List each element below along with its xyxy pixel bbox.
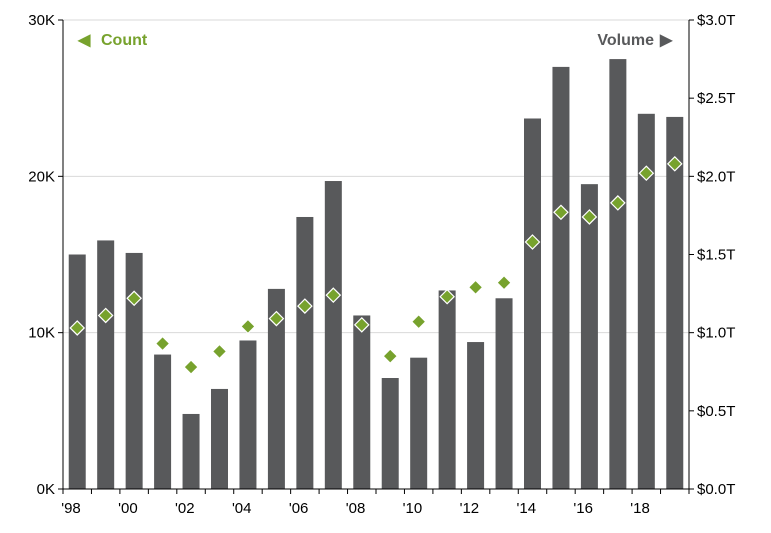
volume-bar <box>68 254 86 489</box>
volume-bar <box>182 413 200 489</box>
x-tick-label: '08 <box>346 500 366 517</box>
right-tick-label: $3.0T <box>697 12 735 29</box>
count-marker <box>154 335 171 352</box>
count-marker <box>297 298 313 314</box>
x-tick-label: '18 <box>630 500 650 517</box>
count-marker <box>553 204 569 221</box>
volume-bar <box>524 118 541 490</box>
count-marker <box>211 343 228 360</box>
legend-volume: Volume ▶ <box>597 32 673 49</box>
left-axis-ticks: 0K 10K 20K 30K <box>28 12 63 498</box>
volume-bar <box>609 59 627 489</box>
x-axis-ticks: '98 '00 '02 '04 '06 '08 '10 '12 '14 '16 '18 <box>61 489 690 517</box>
count-marker <box>524 234 541 250</box>
x-tick-label: '98 <box>61 500 81 517</box>
legend-count: ◀ Count <box>77 32 148 49</box>
count-marker <box>126 290 142 307</box>
x-tick-label: '06 <box>289 500 309 517</box>
volume-bar <box>211 388 228 489</box>
left-tick-label: 20K <box>28 168 55 185</box>
count-marker <box>240 318 256 335</box>
count-marker <box>410 313 427 330</box>
volume-bar <box>97 240 115 489</box>
volume-bar <box>495 298 513 489</box>
volume-bar <box>552 66 570 490</box>
volume-bar <box>438 290 456 489</box>
legend-count-label: Count <box>101 32 148 49</box>
left-tick-label: 0K <box>37 481 55 498</box>
volume-bar <box>666 116 684 489</box>
x-tick-label: '00 <box>118 500 138 517</box>
count-marker <box>325 287 342 303</box>
x-tick-label: '10 <box>403 500 423 517</box>
legend-volume-arrow: ▶ <box>659 32 673 49</box>
count-marker <box>638 165 655 182</box>
x-tick-label: '16 <box>573 500 593 517</box>
left-tick-label: 30K <box>28 12 55 29</box>
count-marker <box>496 274 512 291</box>
count-marker <box>268 310 285 327</box>
right-tick-label: $1.0T <box>697 325 735 342</box>
left-tick-label: 10K <box>28 325 55 342</box>
right-tick-label: $0.0T <box>697 481 735 498</box>
volume-bar <box>154 354 172 489</box>
right-tick-label: $1.5T <box>697 247 735 264</box>
x-tick-label: '02 <box>175 500 195 517</box>
volume-bar <box>324 181 342 490</box>
legend-volume-label: Volume <box>597 32 654 49</box>
count-marker <box>69 320 86 336</box>
volume-bar <box>267 288 285 489</box>
volume-bar <box>353 315 371 489</box>
count-marker <box>382 348 399 364</box>
count-markers <box>69 155 683 375</box>
right-tick-label: $2.0T <box>697 168 735 185</box>
count-marker <box>610 195 626 211</box>
volume-bar <box>467 342 485 489</box>
right-tick-label: $2.5T <box>697 90 735 107</box>
right-tick-label: $0.5T <box>697 403 735 420</box>
x-tick-label: '12 <box>460 500 480 517</box>
volume-bar <box>296 216 314 490</box>
count-marker <box>97 307 114 324</box>
right-axis-ticks: $0.0T $0.5T $1.0T $1.5T $2.0T $2.5T $3.0T <box>689 12 735 498</box>
count-marker <box>666 155 683 172</box>
volume-bar <box>239 340 257 489</box>
volume-bars <box>68 59 684 490</box>
volume-bar <box>125 252 143 489</box>
volume-bar <box>410 357 428 489</box>
count-marker <box>439 288 455 305</box>
count-marker <box>183 359 199 375</box>
volume-bar <box>637 113 655 490</box>
volume-bar <box>381 378 399 489</box>
legend-count-arrow: ◀ <box>77 32 91 49</box>
count-marker <box>467 279 484 296</box>
x-tick-label: '14 <box>516 500 536 517</box>
count-marker <box>353 317 370 333</box>
count-marker <box>581 209 598 225</box>
x-tick-label: '04 <box>232 500 252 517</box>
volume-bar <box>580 184 598 489</box>
